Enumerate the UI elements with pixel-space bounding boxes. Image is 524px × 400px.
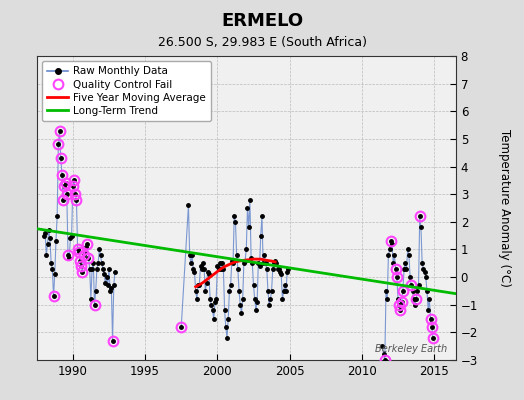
Text: ERMELO: ERMELO [221, 12, 303, 30]
Y-axis label: Temperature Anomaly (°C): Temperature Anomaly (°C) [498, 129, 510, 287]
Legend: Raw Monthly Data, Quality Control Fail, Five Year Moving Average, Long-Term Tren: Raw Monthly Data, Quality Control Fail, … [42, 61, 211, 121]
Text: Berkeley Earth: Berkeley Earth [375, 344, 447, 354]
Text: 26.500 S, 29.983 E (South Africa): 26.500 S, 29.983 E (South Africa) [158, 36, 366, 49]
